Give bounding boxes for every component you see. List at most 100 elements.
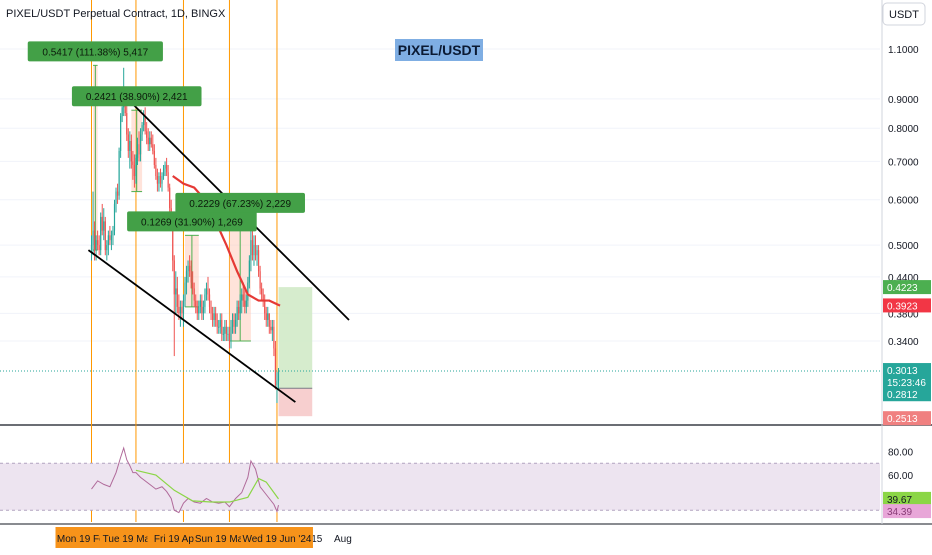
candle-body [265, 313, 267, 320]
candle-body [103, 221, 105, 231]
candlestick-series [0, 67, 880, 403]
candle-body [120, 116, 122, 151]
candle-body [192, 282, 194, 289]
candle-body [224, 326, 226, 334]
candle-body [190, 271, 192, 283]
stop-price-badge [883, 411, 931, 426]
candle-body [110, 235, 113, 241]
date-marker-label[interactable]: Mon 19 Feb '24 [57, 534, 127, 545]
candle-body [241, 294, 243, 301]
bar-countdown-label: 15:23:46 [887, 378, 926, 389]
candle-body [124, 101, 126, 114]
candle-body [107, 235, 109, 246]
candle-body [147, 137, 149, 145]
candle-body [207, 288, 209, 295]
candle-body [264, 300, 266, 314]
overlay-labels: 0.5417 (111.38%) 5,417 0.2421 (38.90%) 2,… [27, 41, 305, 232]
price-level-label: 0.3923 [887, 301, 918, 312]
candle-body [93, 230, 96, 251]
currency-button[interactable]: USDT [882, 2, 926, 26]
measure-label-bg [175, 192, 305, 213]
candle-body [221, 319, 223, 334]
candle-body [233, 319, 235, 327]
candle-body [158, 176, 160, 184]
candle-body [112, 230, 114, 236]
candle-body [218, 326, 220, 328]
measure-label: 0.5417 (111.38%) 5,417 [42, 47, 148, 58]
date-marker-label[interactable]: Fri 19 Apr '24 [154, 534, 214, 545]
symbol-badge-text: PIXEL/USDT [398, 42, 481, 58]
candle-body [155, 164, 157, 177]
price-level-badge [883, 280, 931, 295]
candle-body [126, 113, 128, 135]
candle-body [254, 245, 257, 256]
candle-body [227, 333, 229, 335]
candle-body [178, 306, 180, 314]
rsi-tick-label: 80.00 [888, 448, 913, 459]
candle-body [277, 371, 280, 381]
price-tick-label: 0.3800 [888, 309, 919, 320]
long-position-tool[interactable] [278, 287, 313, 417]
candle-body [222, 333, 224, 335]
candle-body [208, 294, 211, 307]
date-marker-label[interactable]: Sun 19 May '24 [195, 534, 265, 545]
candle-body [167, 172, 169, 188]
candle-body [153, 150, 155, 165]
candle-body [228, 333, 231, 341]
candle-body [216, 319, 218, 327]
candle-body [234, 319, 237, 327]
candle-body [127, 134, 129, 151]
candle-body [179, 306, 182, 314]
trendline-lower[interactable] [87, 249, 296, 403]
profit-zone[interactable] [278, 287, 313, 389]
candle-body [169, 187, 171, 209]
price-tick-label: 0.7000 [888, 157, 919, 168]
candle-body [239, 300, 241, 314]
candle-body [156, 176, 159, 184]
candle-body [251, 240, 254, 256]
candle-body [98, 245, 100, 251]
candle-body [247, 282, 249, 301]
candle-body [132, 161, 134, 165]
candle-body [184, 282, 186, 301]
candle-body [210, 306, 212, 314]
candle-body [92, 230, 94, 246]
candle-body [150, 137, 152, 145]
candle-body [130, 140, 132, 162]
candle-body [133, 164, 136, 177]
moving-average-layer [172, 175, 281, 307]
candle-body [109, 235, 111, 241]
candle-body [164, 164, 166, 169]
candle-body [231, 319, 234, 327]
candle-body [274, 348, 277, 385]
candle-body [253, 245, 255, 256]
price-tick-label: 0.8000 [888, 124, 919, 135]
candle-body [215, 313, 217, 320]
candle-body [211, 313, 214, 320]
date-marker-label-bg[interactable] [240, 527, 313, 548]
date-marker-label[interactable]: Wed 19 Jun '24 [242, 534, 311, 545]
currency-button-bg[interactable] [882, 2, 926, 26]
last-price-label: 0.3013 [887, 366, 918, 377]
candle-body [159, 176, 162, 184]
price-axis[interactable]: 1.1000 0.9000 0.8000 0.7000 0.6000 0.5000 0.44… [883, 45, 931, 519]
candle-body [161, 176, 163, 184]
candle-body [97, 240, 99, 246]
candle-body [256, 250, 258, 256]
candle-body [250, 240, 252, 261]
rsi-line [91, 446, 279, 514]
candle-body [173, 260, 175, 295]
candle-body [242, 294, 244, 301]
currency-button-label[interactable]: USDT [889, 9, 919, 21]
candle-body [121, 107, 123, 117]
date-marker-label[interactable]: Tue 19 Mar '24 [103, 534, 170, 545]
candle-body [106, 245, 108, 251]
candle-body [188, 265, 191, 272]
candle-body [193, 288, 195, 301]
candle-body [257, 250, 260, 272]
price-tick-label: 0.6000 [888, 196, 919, 207]
candle-body [268, 313, 270, 327]
